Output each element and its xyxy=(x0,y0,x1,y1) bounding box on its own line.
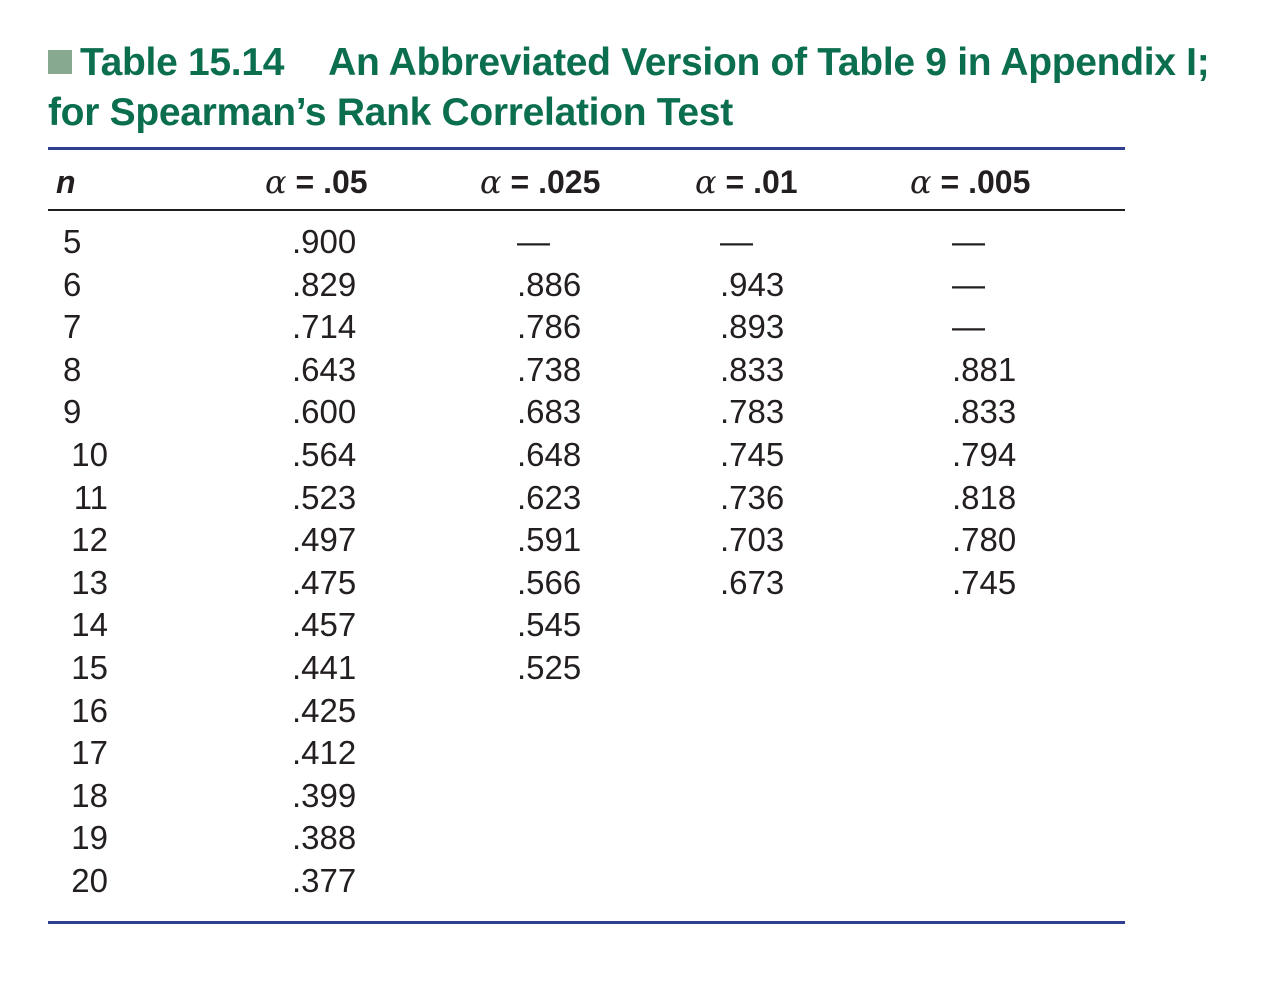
header-rule xyxy=(48,209,1125,211)
cell-alpha-01: .943 xyxy=(720,266,785,303)
cell-alpha-025: .591 xyxy=(517,521,582,558)
table-label: Table 15.14 xyxy=(80,41,285,84)
cell-alpha-025: .738 xyxy=(517,351,582,388)
cell-n: 12 xyxy=(71,521,108,558)
cell-alpha-05: .523 xyxy=(292,479,357,516)
cell-alpha-05: .441 xyxy=(292,649,357,686)
cell-n: 19 xyxy=(71,819,108,856)
cell-alpha-05: .475 xyxy=(292,564,357,601)
cell-alpha-005: .745 xyxy=(952,564,1017,601)
cell-alpha-025: — xyxy=(517,223,550,260)
cell-alpha-005: .881 xyxy=(952,351,1017,388)
header-alpha-01: α = .01 xyxy=(695,160,798,204)
cell-n: 15 xyxy=(71,649,108,686)
header-alpha-025-label: = .025 xyxy=(510,164,601,200)
cell-n: 14 xyxy=(71,606,108,643)
cell-alpha-025: .683 xyxy=(517,393,582,430)
cell-alpha-05: .497 xyxy=(292,521,357,558)
cell-alpha-025: .623 xyxy=(517,479,582,516)
header-alpha-05: α = .05 xyxy=(265,160,368,204)
table-title-part-2: for Spearman’s Rank Correlation Test xyxy=(48,91,733,134)
cell-alpha-05: .600 xyxy=(292,393,357,430)
cell-alpha-05: .377 xyxy=(292,862,357,899)
cell-alpha-025: .525 xyxy=(517,649,582,686)
cell-alpha-01: — xyxy=(720,223,753,260)
cell-alpha-005: — xyxy=(952,266,985,303)
cell-alpha-01: .745 xyxy=(720,436,785,473)
cell-n: 18 xyxy=(71,777,108,814)
cell-alpha-05: .900 xyxy=(292,223,357,260)
cell-alpha-025: .886 xyxy=(517,266,582,303)
cell-alpha-005: .818 xyxy=(952,479,1017,516)
cell-alpha-01: .833 xyxy=(720,351,785,388)
cell-n: 9 xyxy=(63,393,82,430)
cell-alpha-025: .648 xyxy=(517,436,582,473)
cell-alpha-05: .829 xyxy=(292,266,357,303)
caption-line-1: Table 15.14 An Abbreviated Version of Tab… xyxy=(48,38,1268,88)
cell-alpha-05: .564 xyxy=(292,436,357,473)
alpha-symbol: α xyxy=(910,163,932,201)
cell-alpha-05: .643 xyxy=(292,351,357,388)
cell-alpha-005: .780 xyxy=(952,521,1017,558)
cell-n: 16 xyxy=(71,692,108,729)
cell-alpha-005: — xyxy=(952,308,985,345)
cell-n: 5 xyxy=(63,223,82,260)
header-alpha-025: α = .025 xyxy=(480,160,600,204)
cell-alpha-005: — xyxy=(952,223,985,260)
cell-alpha-01: .736 xyxy=(720,479,785,516)
cell-alpha-025: .545 xyxy=(517,606,582,643)
header-alpha-005-label: = .005 xyxy=(940,164,1031,200)
cell-alpha-01: .703 xyxy=(720,521,785,558)
cell-n: 8 xyxy=(63,351,82,388)
cell-n: 11 xyxy=(73,479,108,516)
cell-alpha-01: .673 xyxy=(720,564,785,601)
cell-alpha-025: .566 xyxy=(517,564,582,601)
cell-alpha-005: .794 xyxy=(952,436,1017,473)
cell-n: 6 xyxy=(63,266,82,303)
cell-n: 17 xyxy=(71,734,108,771)
cell-n: 7 xyxy=(63,308,82,345)
header-n: n xyxy=(56,164,76,200)
cell-alpha-01: .783 xyxy=(720,393,785,430)
cell-alpha-05: .399 xyxy=(292,777,357,814)
header-alpha-05-label: = .05 xyxy=(295,164,368,200)
cell-n: 13 xyxy=(71,564,108,601)
cell-alpha-005: .833 xyxy=(952,393,1017,430)
cell-alpha-05: .412 xyxy=(292,734,357,771)
header-alpha-005: α = .005 xyxy=(910,160,1030,204)
cell-n: 10 xyxy=(71,436,108,473)
cell-alpha-05: .425 xyxy=(292,692,357,729)
cell-alpha-05: .457 xyxy=(292,606,357,643)
cell-n: 20 xyxy=(71,862,108,899)
square-bullet-icon xyxy=(48,50,72,74)
bottom-rule xyxy=(48,921,1125,924)
cell-alpha-05: .388 xyxy=(292,819,357,856)
cell-alpha-01: .893 xyxy=(720,308,785,345)
table-caption: Table 15.14 An Abbreviated Version of Tab… xyxy=(48,38,1268,138)
top-rule xyxy=(48,147,1125,150)
alpha-symbol: α xyxy=(265,163,287,201)
header-alpha-01-label: = .01 xyxy=(725,164,798,200)
alpha-symbol: α xyxy=(480,163,502,201)
cell-alpha-05: .714 xyxy=(292,308,357,345)
alpha-symbol: α xyxy=(695,163,717,201)
cell-alpha-025: .786 xyxy=(517,308,582,345)
table-title-part-1: An Abbreviated Version of Table 9 in App… xyxy=(328,41,1210,84)
